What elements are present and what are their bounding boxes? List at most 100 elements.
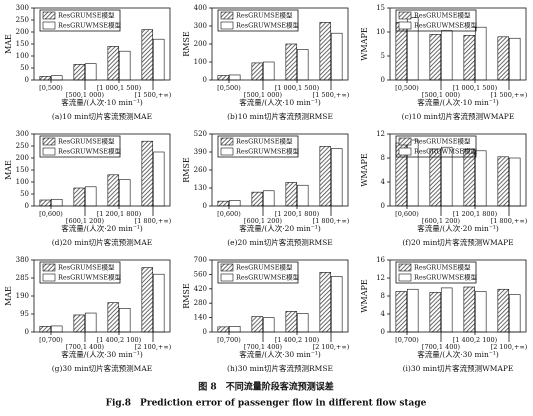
bar: [330, 276, 343, 333]
x-axis-label: 客流量/(人次·30 min⁻¹): [61, 349, 143, 359]
subplot-title: (h)30 min切片客流预测RMSE: [227, 363, 333, 373]
subplot-title: (c)10 min切片客流预测WMAPE: [402, 111, 515, 121]
bar: [217, 326, 230, 333]
bar: [228, 74, 241, 81]
legend-swatch: [42, 21, 56, 30]
y-tick-label: 50: [20, 64, 29, 72]
x-tick-label: [2 100,+∞): [313, 343, 350, 351]
bar: [296, 49, 309, 81]
y-tick-label: 300: [16, 130, 29, 138]
plot-frame: [33, 133, 171, 207]
subplot: 0 130 260 390 520 RMSE [0,600)[600,1 200)[1 20…: [182, 130, 350, 247]
x-tick-label: [500,1 000): [244, 91, 283, 99]
x-tick-label: [0,500): [39, 84, 63, 92]
x-tick-label: [1 400,2 100): [275, 336, 320, 344]
x-tick-label: [1 800,+∞): [491, 217, 528, 225]
bar: [141, 140, 154, 207]
y-tick-label: 400: [194, 4, 207, 12]
subplot: 0 4 8 12 WMAPE [0,600)[600,1 200)[1 200,1 800…: [360, 130, 528, 247]
legend-swatch: [42, 11, 56, 20]
y-tick-label: 200: [16, 28, 29, 36]
legend-label: ResGRUMSE模型: [236, 137, 293, 146]
y-tick-label: 10: [376, 28, 385, 36]
y-tick-label: 140: [194, 314, 207, 322]
x-axis-label: 客流量/(人次·30 min⁻¹): [239, 349, 321, 359]
legend-label: ResGRUWMSE模型: [236, 147, 300, 156]
bar: [319, 272, 332, 333]
y-tick-label: 560: [194, 270, 207, 278]
legend-box: [395, 135, 477, 158]
x-tick-label: [700,1 400): [422, 343, 461, 351]
y-axis-label: RMSE: [182, 31, 191, 57]
legend-box: [395, 9, 477, 32]
bar: [228, 326, 241, 333]
x-tick-label: [0,700): [39, 336, 63, 344]
legend-label: ResGRUWMSE模型: [58, 147, 122, 156]
x-tick-label: [600,1 200): [422, 217, 461, 225]
bar: [217, 75, 230, 81]
bar: [429, 34, 442, 81]
y-axis-label: WMAPE: [360, 153, 369, 187]
bar: [152, 151, 165, 207]
y-tick-label: 200: [16, 154, 29, 162]
legend-swatch: [42, 137, 56, 146]
x-tick-label: [1 200,1 800): [97, 210, 142, 218]
legend-swatch: [398, 11, 412, 20]
x-axis-label: 客流量/(人次·10 min⁻¹): [61, 97, 143, 107]
subplot-title: (e)20 min切片客流预测RMSE: [227, 237, 333, 247]
plot-frame: [33, 259, 171, 333]
bar: [474, 150, 487, 207]
bar: [84, 312, 97, 333]
bar: [285, 182, 298, 207]
bar: [107, 302, 120, 333]
bar: [39, 326, 52, 333]
y-tick-label: 0: [381, 328, 385, 336]
y-tick-label: 285: [16, 274, 29, 282]
bar: [440, 287, 453, 333]
y-tick-label: 15: [376, 4, 385, 12]
legend-label: ResGRUWMSE模型: [236, 273, 300, 282]
bar: [251, 316, 264, 333]
x-tick-label: [0,700): [395, 336, 419, 344]
legend-swatch: [398, 273, 412, 282]
x-tick-label: [0,700): [217, 336, 241, 344]
legend-swatch: [42, 273, 56, 282]
subplot: 0 100 200 300 400 RMSE [0,500)[500,1 000)[1 00…: [182, 4, 350, 121]
bar: [296, 184, 309, 207]
legend-swatch: [220, 147, 234, 156]
plot-frame: [211, 133, 349, 207]
y-axis-label: RMSE: [182, 157, 191, 183]
y-tick-label: 0: [25, 76, 29, 84]
bar: [84, 63, 97, 81]
y-tick-label: 100: [16, 178, 29, 186]
y-tick-label: 100: [194, 58, 207, 66]
x-tick-label: [0,500): [217, 84, 241, 92]
y-tick-label: 260: [194, 166, 207, 174]
legend-swatch: [398, 263, 412, 272]
bar: [118, 50, 131, 81]
bar: [508, 294, 521, 333]
legend-label: ResGRUMSE模型: [58, 137, 115, 146]
plot-frame: [389, 259, 527, 333]
y-tick-label: 300: [16, 4, 29, 12]
bar: [50, 75, 63, 81]
bar: [406, 288, 419, 333]
y-tick-label: 8: [381, 292, 385, 300]
y-tick-label: 150: [16, 40, 29, 48]
x-axis-label: 客流量/(人次·20 min⁻¹): [239, 223, 321, 233]
x-tick-label: [0,500): [395, 84, 419, 92]
x-tick-label: [1 800,+∞): [135, 217, 172, 225]
legend-label: ResGRUWMSE模型: [58, 21, 122, 30]
bar: [285, 43, 298, 81]
plot-frame: [389, 133, 527, 207]
legend-swatch: [220, 273, 234, 282]
y-axis-label: RMSE: [182, 283, 191, 309]
bar: [152, 38, 165, 81]
plot-frame: [389, 7, 527, 81]
bar: [497, 288, 510, 333]
bar: [251, 191, 264, 207]
bar: [508, 37, 521, 81]
bar: [319, 146, 332, 207]
subplot: 0 5 10 15 WMAPE [0,500)[500,1 000)[1 000,1 50…: [360, 4, 528, 121]
